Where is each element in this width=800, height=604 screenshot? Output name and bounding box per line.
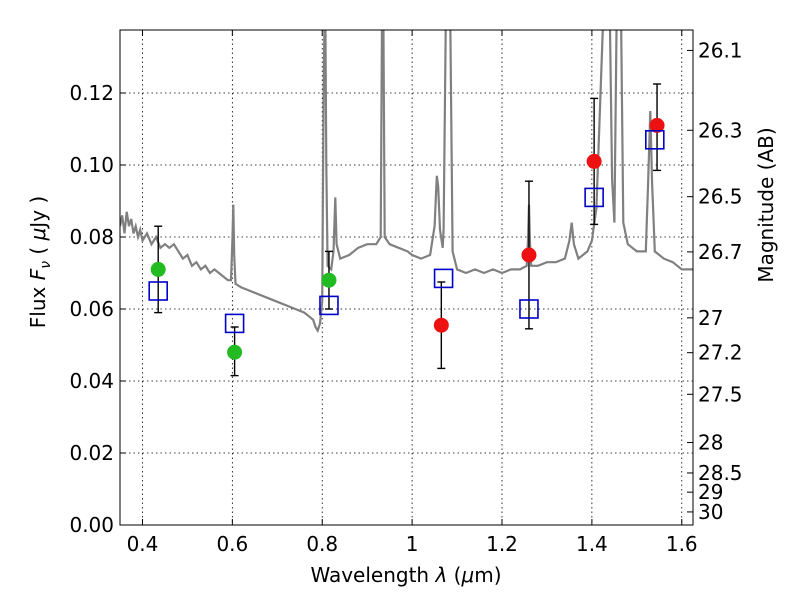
model-spectrum: [120, 30, 693, 334]
x-tick-label: 1: [406, 532, 419, 556]
x-tick-label: 0.6: [216, 532, 248, 556]
data-markers: [148, 83, 665, 377]
observed-flux-point: [227, 344, 243, 360]
model-flux-square: [584, 187, 604, 208]
observed-flux-point: [321, 272, 337, 288]
x-axis-title: Wavelength λ (μm): [310, 563, 501, 587]
x-tick-label: 1.6: [666, 532, 698, 556]
grid: [120, 30, 693, 526]
x-tick-label: 1.4: [576, 532, 608, 556]
y-tick-label: 0.00: [69, 513, 114, 537]
y2-axis-title: Magnitude (AB): [754, 127, 778, 282]
observed-flux-point: [586, 153, 602, 169]
model-spectrum-line: [120, 30, 693, 334]
model-flux-square: [519, 299, 539, 319]
y2-tick-label: 28: [698, 431, 723, 455]
x-tick-label: 0.4: [127, 532, 159, 556]
observed-flux-point: [649, 117, 665, 133]
model-flux-square: [224, 313, 245, 334]
y2-tick-label: 27: [698, 306, 723, 330]
plot-frame: [119, 29, 694, 526]
observed-flux-point: [150, 261, 166, 277]
y-tick-label: 0.02: [69, 441, 114, 465]
y-tick-label: 0.10: [69, 153, 114, 177]
y2-tick-label: 27.2: [698, 341, 743, 365]
y2-tick-label: 26.5: [698, 185, 743, 209]
axis-ticks: 0.4 0.6 0.8 1 1.2 1.4 1.6 0.00 0.02 0.04 0.06 0.08 0…: [69, 30, 743, 556]
y-tick-label: 0.04: [69, 369, 114, 393]
model-flux-square: [644, 130, 665, 150]
y-axis-title: Flux Fν ( μJy ): [26, 196, 54, 328]
model-flux-square: [319, 295, 339, 316]
x-tick-label: 1.2: [486, 532, 518, 556]
y-tick-label: 0.06: [69, 297, 114, 321]
observed-flux-point: [521, 247, 537, 263]
y2-tick-label: 26.3: [698, 118, 743, 142]
y2-tick-label: 26.7: [698, 240, 743, 264]
y-tick-label: 0.08: [69, 225, 114, 249]
y-tick-label: 0.12: [69, 81, 114, 105]
model-flux-square: [433, 268, 454, 289]
x-tick-label: 0.8: [306, 532, 338, 556]
y2-tick-label: 30: [698, 500, 723, 524]
y2-tick-label: 26.1: [698, 38, 743, 62]
observed-flux-point: [433, 317, 449, 333]
model-flux-square: [148, 281, 168, 301]
y2-tick-label: 27.5: [698, 382, 743, 406]
y2-tick-label: 28.5: [698, 461, 743, 485]
y2-tick-label: 29: [698, 480, 723, 504]
